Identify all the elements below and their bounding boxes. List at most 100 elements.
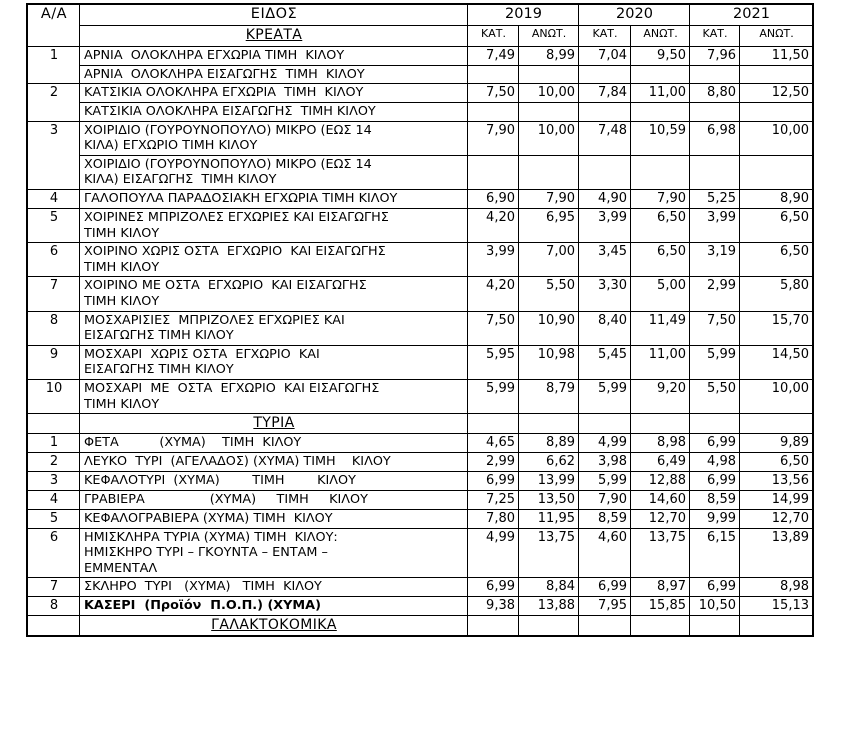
row-value-1: 6,95	[518, 207, 579, 244]
row-value-5: 14,50	[739, 344, 813, 381]
row-value-0: 2,99	[467, 452, 519, 473]
row-value-0: 3,99	[467, 242, 519, 278]
row-item-description: ΧΟΙΡΙΔΙΟ (ΓΟΥΡΟΥΝΟΠΟΥΛΟ) ΜΙΚΡΟ (ΕΩΣ 14 Κ…	[79, 120, 468, 156]
table-row: 1 ΦΕΤΑ (ΧΥΜΑ) ΤΙΜΗ ΚΙΛΟΥ 4,65 8,89 4,99 8,98 6…	[27, 433, 813, 454]
table-row: 7 ΣΚΛΗΡΟ ΤΥΡΙ (ΧΥΜΑ) ΤΙΜΗ ΚΙΛΟΥ 6,99 8,84 6,…	[27, 577, 813, 598]
row-value-3: 10,59	[630, 120, 690, 156]
row-value-5: 5,80	[739, 276, 813, 312]
row-value-2: 3,45	[578, 242, 631, 278]
row-number: 5	[27, 508, 80, 529]
row-number: 6	[27, 242, 80, 278]
table-row: ΚΑΤΣΙΚΙΑ ΟΛΟΚΛΗΡΑ ΕΙΣΑΓΩΓΗΣ ΤΙΜΗ ΚΙΛΟΥ	[28, 102, 813, 122]
section-title-text: ΤΥΡΙΑ	[253, 415, 295, 432]
row-value-5: 8,98	[739, 577, 813, 598]
row-value-2: 5,45	[578, 344, 631, 381]
row-value-1: 8,99	[518, 45, 579, 66]
row-value-2: 3,30	[578, 276, 631, 312]
row-value-5	[739, 64, 813, 85]
row-value-3: 8,98	[630, 433, 690, 454]
header-sub-anot: ΑΝΩΤ.	[630, 24, 690, 47]
row-value-2: 7,48	[578, 120, 631, 156]
row-value-0	[467, 102, 519, 122]
table-row: 1 ΑΡΝΙΑ ΟΛΟΚΛΗΡΑ ΕΓΧΩΡΙΑ ΤΙΜΗ ΚΙΛΟΥ 7,49 8,…	[27, 45, 813, 85]
row-value-5	[739, 102, 813, 122]
row-value-4: 6,99	[689, 577, 740, 598]
row-value-3: 7,90	[630, 189, 690, 209]
row-value-0: 5,95	[467, 344, 519, 381]
row-value-2: 7,95	[578, 596, 631, 617]
row-value-1: 10,90	[518, 310, 579, 346]
row-value-4	[689, 154, 740, 191]
row-item-description: ΧΟΙΡΙΝΕΣ ΜΠΡΙΖΟΛΕΣ ΕΓΧΩΡΙΕΣ ΚΑΙ ΕΙΣΑΓΩΓΗ…	[79, 207, 468, 244]
row-value-1: 5,50	[518, 276, 579, 312]
price-table: Α/Α ΕΙΔΟΣ 2019 2020 2021 ΚΡΕΑΤΑ ΚΑΤ. ΑΝΩΤ. ΚΑΤ. Α…	[26, 2, 814, 638]
section-value-spacer	[578, 615, 631, 637]
row-value-4: 7,50	[689, 310, 740, 346]
row-value-5	[739, 154, 813, 191]
section-aa-spacer	[27, 413, 80, 435]
row-value-2	[578, 102, 631, 122]
row-value-5: 9,89	[739, 433, 813, 454]
row-value-2: 4,99	[578, 433, 631, 454]
row-value-0: 7,80	[467, 508, 519, 529]
section-value-spacer	[518, 615, 579, 637]
row-value-2: 8,59	[578, 508, 631, 529]
table-header-row: Α/Α ΕΙΔΟΣ 2019 2020 2021	[27, 4, 813, 47]
row-value-3	[630, 102, 690, 122]
row-value-5: 12,50	[739, 83, 813, 104]
row-value-3: 9,50	[630, 45, 690, 66]
section-title-ΚΡΕΑΤΑ: ΚΡΕΑΤΑ	[79, 24, 468, 47]
section-value-spacer	[739, 413, 813, 435]
section-header-row: ΓΑΛΑΚΤΟΚΟΜΙΚΑ	[27, 615, 813, 637]
section-title-text: ΓΑΛΑΚΤΟΚΟΜΙΚΑ	[211, 617, 337, 634]
row-value-2: 4,90	[578, 189, 631, 209]
row-number: 3	[27, 120, 80, 191]
table-subheader-row: ΚΡΕΑΤΑ ΚΑΤ. ΑΝΩΤ. ΚΑΤ. ΑΝΩΤ. ΚΑΤ. ΑΝΩΤ.	[28, 24, 813, 47]
row-value-2: 7,04	[578, 45, 631, 66]
row-value-4: 9,99	[689, 508, 740, 529]
row-value-1	[518, 102, 579, 122]
section-value-spacer	[689, 615, 740, 637]
row-number: 7	[27, 577, 80, 598]
row-value-1: 10,98	[518, 344, 579, 381]
row-value-2: 6,99	[578, 577, 631, 598]
row-value-3	[630, 154, 690, 191]
row-number: 1	[27, 45, 80, 85]
section-value-spacer	[467, 413, 519, 435]
table-row: 6 ΧΟΙΡΙΝΟ ΧΩΡΙΣ ΟΣΤΑ ΕΓΧΩΡΙΟ ΚΑΙ ΕΙΣΑΓΩΓΗ…	[27, 242, 813, 278]
table-row: ΑΡΝΙΑ ΟΛΟΚΛΗΡΑ ΕΙΣΑΓΩΓΗΣ ΤΙΜΗ ΚΙΛΟΥ	[28, 64, 813, 85]
section-title-ΓΑΛΑΚΤΟΚΟΜΙΚΑ: ΓΑΛΑΚΤΟΚΟΜΙΚΑ	[79, 615, 468, 637]
row-value-1: 8,89	[518, 433, 579, 454]
row-value-0: 7,25	[467, 489, 519, 510]
row-item-description: ΜΟΣΧΑΡΙ ΜΕ ΟΣΤΑ ΕΓΧΩΡΙΟ ΚΑΙ ΕΙΣΑΓΩΓΗΣ ΤΙ…	[79, 379, 468, 415]
table-row: 6 ΗΜΙΣΚΛΗΡΑ ΤΥΡΙΑ (ΧΥΜΑ) ΤΙΜΗ ΚΙΛΟΥ: ΗΜΙΣ…	[27, 527, 813, 579]
table-row: 4 ΓΑΛΟΠΟΥΛΑ ΠΑΡΑΔΟΣΙΑΚΗ ΕΓΧΩΡΙΑ ΤΙΜΗ ΚΙΛΟ…	[27, 189, 813, 209]
section-value-spacer	[467, 615, 519, 637]
row-value-0: 7,49	[467, 45, 519, 66]
section-aa-spacer	[27, 615, 80, 637]
row-item-description: ΚΑΤΣΙΚΙΑ ΟΛΟΚΛΗΡΑ ΕΙΣΑΓΩΓΗΣ ΤΙΜΗ ΚΙΛΟΥ	[79, 102, 468, 122]
row-item-description: ΓΑΛΟΠΟΥΛΑ ΠΑΡΑΔΟΣΙΑΚΗ ΕΓΧΩΡΙΑ ΤΙΜΗ ΚΙΛΟΥ	[79, 189, 468, 209]
row-value-2: 3,98	[578, 452, 631, 473]
section-value-spacer	[578, 413, 631, 435]
header-sub-anot: ΑΝΩΤ.	[739, 24, 813, 47]
row-item-description: ΣΚΛΗΡΟ ΤΥΡΙ (ΧΥΜΑ) ΤΙΜΗ ΚΙΛΟΥ	[79, 577, 468, 598]
row-value-0: 4,20	[467, 276, 519, 312]
row-number: 2	[27, 83, 80, 122]
row-value-1	[518, 154, 579, 191]
row-number: 4	[27, 489, 80, 510]
row-number: 5	[27, 207, 80, 244]
row-value-0: 7,90	[467, 120, 519, 156]
header-sub-kat: ΚΑΤ.	[467, 24, 519, 47]
row-item-description: ΜΟΣΧΑΡΙΣΙΕΣ ΜΠΡΙΖΟΛΕΣ ΕΓΧΩΡΙΕΣ ΚΑΙ ΕΙΣΑΓ…	[79, 310, 468, 346]
row-value-4: 3,99	[689, 207, 740, 244]
section-value-spacer	[518, 413, 579, 435]
row-value-4: 3,19	[689, 242, 740, 278]
row-item-description: ΚΕΦΑΛΟΓΡΑΒΙΕΡΑ (ΧΥΜΑ) ΤΙΜΗ ΚΙΛΟΥ	[79, 508, 468, 529]
row-number: 8	[27, 596, 80, 617]
row-item-description: ΛΕΥΚΟ ΤΥΡΙ (ΑΓΕΛΑΔΟΣ) (ΧΥΜΑ) ΤΙΜΗ ΚΙΛΟΥ	[79, 452, 468, 473]
row-value-5: 6,50	[739, 452, 813, 473]
table-row: 7 ΧΟΙΡΙΝΟ ΜΕ ΟΣΤΑ ΕΓΧΩΡΙΟ ΚΑΙ ΕΙΣΑΓΩΓΗΣ Τ…	[27, 276, 813, 312]
row-value-0	[467, 64, 519, 85]
row-value-0: 6,90	[467, 189, 519, 209]
